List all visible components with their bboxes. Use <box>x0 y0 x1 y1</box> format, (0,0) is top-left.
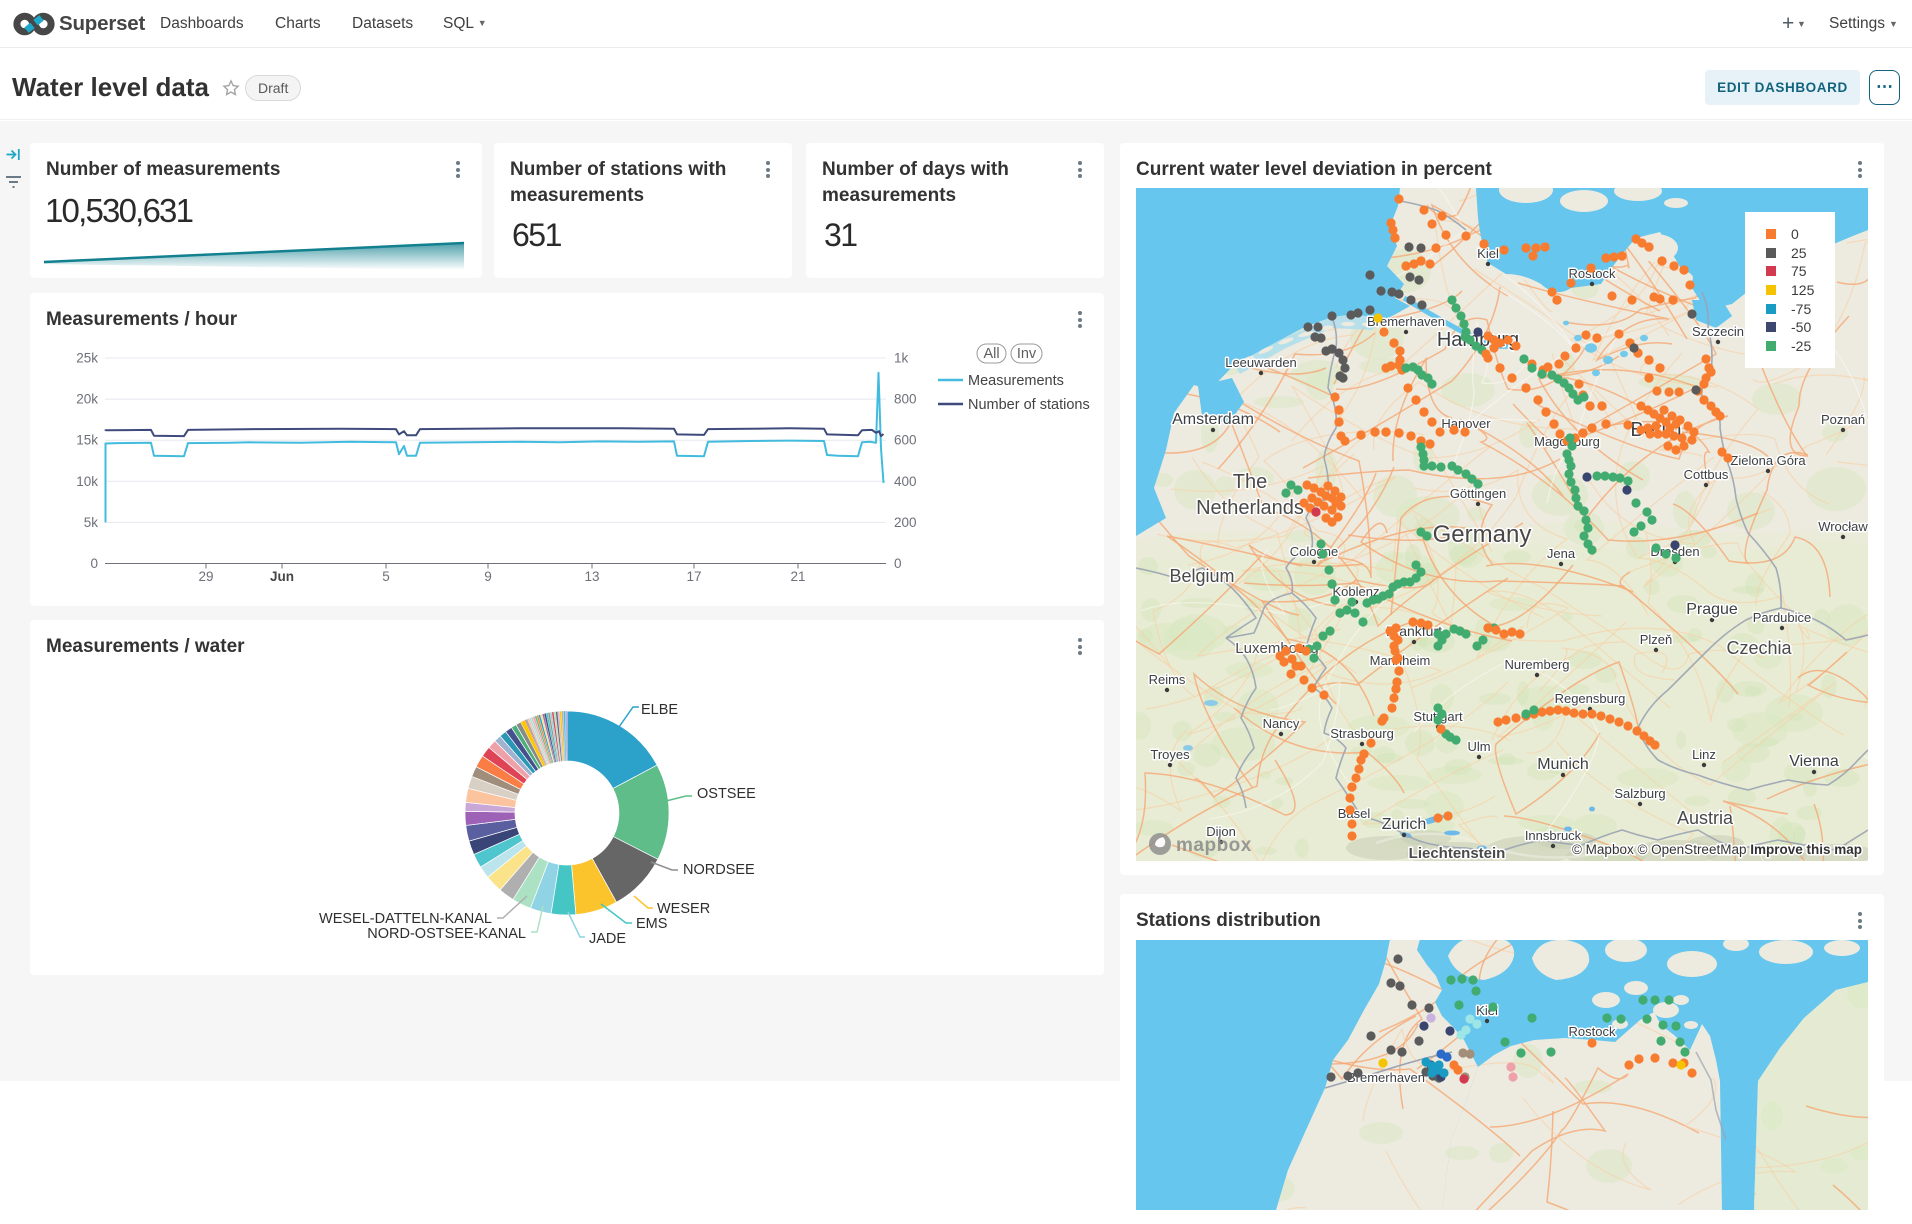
svg-text:9: 9 <box>484 569 492 584</box>
svg-text:Regensburg: Regensburg <box>1555 691 1626 706</box>
svg-text:Nancy: Nancy <box>1263 716 1300 731</box>
svg-text:© Mapbox © OpenStreetMap Impro: © Mapbox © OpenStreetMap Improve this ma… <box>1572 842 1862 857</box>
svg-text:Poznań: Poznań <box>1821 412 1865 427</box>
svg-text:25: 25 <box>1791 245 1807 261</box>
svg-text:Nuremberg: Nuremberg <box>1504 657 1569 672</box>
svg-text:Netherlands: Netherlands <box>1196 497 1304 519</box>
svg-text:NORD-OSTSEE-KANAL: NORD-OSTSEE-KANAL <box>367 926 526 942</box>
svg-text:Vienna: Vienna <box>1789 753 1839 770</box>
svg-text:Koblenz: Koblenz <box>1333 584 1380 599</box>
svg-text:-75: -75 <box>1791 301 1811 317</box>
svg-text:Cottbus: Cottbus <box>1684 467 1729 482</box>
svg-text:Belgium: Belgium <box>1169 566 1234 586</box>
svg-text:Wrocław: Wrocław <box>1818 519 1868 534</box>
svg-text:400: 400 <box>894 474 917 489</box>
svg-text:15k: 15k <box>76 433 98 448</box>
svg-text:1k: 1k <box>894 351 909 366</box>
svg-text:0: 0 <box>90 556 98 571</box>
svg-text:Göttingen: Göttingen <box>1450 486 1506 501</box>
svg-text:Amsterdam: Amsterdam <box>1172 411 1254 428</box>
svg-text:Reims: Reims <box>1149 672 1186 687</box>
svg-text:200: 200 <box>894 515 917 530</box>
svg-text:0: 0 <box>1791 226 1799 242</box>
svg-text:Dijon: Dijon <box>1206 824 1236 839</box>
svg-text:20k: 20k <box>76 392 98 407</box>
svg-text:10k: 10k <box>76 474 98 489</box>
svg-text:75: 75 <box>1791 263 1807 279</box>
svg-text:Bremerhaven: Bremerhaven <box>1367 314 1445 329</box>
svg-text:WESER: WESER <box>657 901 710 917</box>
svg-text:-50: -50 <box>1791 319 1811 335</box>
svg-text:Leeuwarden: Leeuwarden <box>1225 355 1297 370</box>
svg-text:0: 0 <box>894 556 902 571</box>
svg-text:Liechtenstein: Liechtenstein <box>1409 845 1506 861</box>
svg-text:Szczecin: Szczecin <box>1692 324 1744 339</box>
svg-text:Troyes: Troyes <box>1150 747 1190 762</box>
svg-text:5k: 5k <box>84 515 99 530</box>
svg-text:Austria: Austria <box>1677 808 1734 828</box>
svg-text:29: 29 <box>198 569 213 584</box>
svg-text:-25: -25 <box>1791 338 1811 354</box>
svg-text:800: 800 <box>894 392 917 407</box>
svg-text:Linz: Linz <box>1692 747 1716 762</box>
svg-text:JADE: JADE <box>589 931 626 947</box>
svg-text:ELBE: ELBE <box>641 702 678 718</box>
svg-text:Rostock: Rostock <box>1569 1024 1616 1039</box>
svg-text:5: 5 <box>382 569 390 584</box>
svg-text:Cologne: Cologne <box>1290 544 1338 559</box>
svg-text:All: All <box>983 346 999 362</box>
svg-text:Salzburg: Salzburg <box>1614 786 1665 801</box>
svg-text:NORDSEE: NORDSEE <box>683 862 755 878</box>
svg-text:Strasbourg: Strasbourg <box>1330 726 1394 741</box>
svg-text:Inv: Inv <box>1017 346 1037 362</box>
svg-text:21: 21 <box>790 569 805 584</box>
svg-text:600: 600 <box>894 433 917 448</box>
svg-text:Zurich: Zurich <box>1382 816 1426 833</box>
svg-text:OSTSEE: OSTSEE <box>697 786 756 802</box>
svg-text:125: 125 <box>1791 282 1815 298</box>
svg-text:EMS: EMS <box>636 916 667 932</box>
svg-text:Jena: Jena <box>1547 546 1576 561</box>
svg-text:13: 13 <box>584 569 599 584</box>
svg-text:Innsbruck: Innsbruck <box>1525 828 1582 843</box>
svg-text:Jun: Jun <box>270 569 294 584</box>
svg-text:25k: 25k <box>76 351 98 366</box>
svg-text:Rostock: Rostock <box>1569 266 1616 281</box>
svg-text:Plzeň: Plzeň <box>1640 632 1673 647</box>
svg-text:Pardubice: Pardubice <box>1753 610 1812 625</box>
svg-text:Germany: Germany <box>1433 521 1532 548</box>
svg-text:WESEL-DATTELN-KANAL: WESEL-DATTELN-KANAL <box>319 911 492 927</box>
svg-text:Number of stations: Number of stations <box>968 397 1090 413</box>
svg-text:Zielona Góra: Zielona Góra <box>1730 453 1806 468</box>
svg-text:Kiel: Kiel <box>1477 246 1499 261</box>
svg-text:Ulm: Ulm <box>1467 739 1490 754</box>
svg-text:Measurements: Measurements <box>968 373 1064 389</box>
svg-text:Munich: Munich <box>1537 756 1589 773</box>
svg-text:Prague: Prague <box>1686 601 1738 618</box>
svg-text:17: 17 <box>686 569 701 584</box>
svg-text:Czechia: Czechia <box>1726 638 1792 658</box>
svg-text:The: The <box>1233 471 1267 493</box>
svg-text:mapbox: mapbox <box>1176 835 1252 856</box>
